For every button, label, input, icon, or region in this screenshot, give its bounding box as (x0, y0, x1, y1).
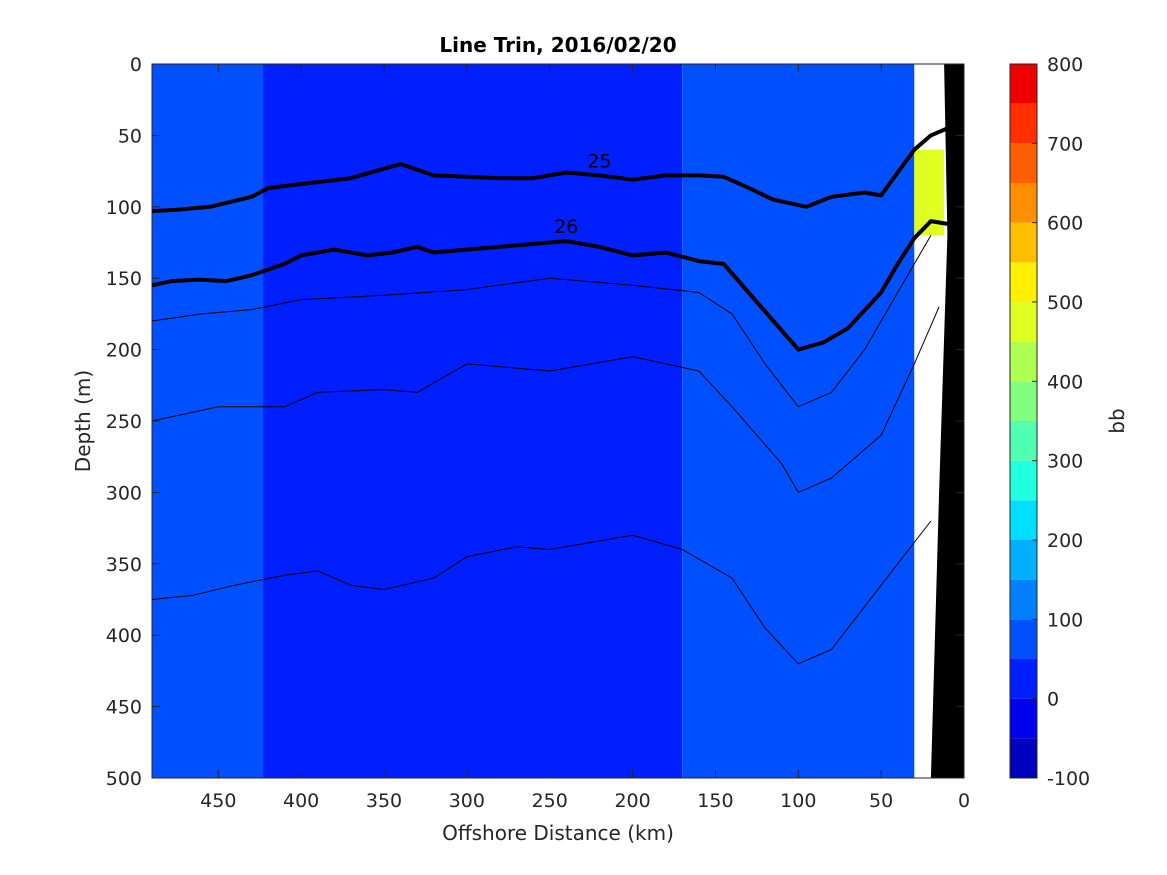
colorbar-tick-label: 600 (1047, 213, 1083, 235)
y-tick-label: 100 (106, 197, 142, 219)
contour-line-thin-4 (152, 520, 932, 665)
contour-line-25 (152, 126, 949, 214)
y-tick-label: 150 (106, 268, 142, 290)
x-tick-label: 250 (532, 790, 568, 812)
y-tick-label: 0 (130, 54, 142, 76)
x-tick-label: 0 (958, 790, 970, 812)
field-region-central-low (263, 64, 683, 778)
colorbar-swatch (1010, 64, 1037, 104)
colorbar-swatch (1010, 460, 1037, 501)
contour-line-thin-2 (152, 235, 932, 408)
plot-area: 25 26 (152, 64, 964, 778)
colorbar-label: bb (1105, 408, 1129, 433)
colorbar-swatch (1010, 103, 1037, 144)
x-tick-label: 450 (200, 790, 236, 812)
colorbar-swatch (1010, 341, 1037, 382)
y-tick-label: 500 (106, 768, 142, 790)
contour-label-26: 26 (554, 216, 578, 238)
x-tick-label: 350 (366, 790, 402, 812)
colorbar-tick-label: 300 (1047, 451, 1083, 473)
colorbar-ticks: -100 0 100 200 300 400 500 600 700 800 (1032, 54, 1090, 790)
colorbar-swatch (1010, 619, 1037, 659)
colorbar-swatch (1010, 183, 1037, 223)
density-contours: 25 26 (152, 126, 949, 665)
x-axis-label: Offshore Distance (km) (442, 821, 674, 845)
x-axis: 450 400 350 300 250 200 150 100 50 0 (200, 64, 970, 812)
chart-title: Line Trin, 2016/02/20 (439, 33, 676, 57)
contour-label-25: 25 (587, 150, 611, 172)
x-tick-label: 50 (869, 790, 893, 812)
x-tick-label: 300 (449, 790, 485, 812)
colorbar (1009, 63, 1038, 779)
x-tick-label: 150 (697, 790, 733, 812)
colorbar-swatch (1010, 143, 1037, 183)
colorbar-tick-label: -100 (1047, 768, 1090, 790)
colorbar-tick-label: 800 (1047, 54, 1083, 76)
colorbar-swatch (1010, 698, 1037, 739)
y-tick-label: 200 (106, 340, 142, 362)
colorbar-swatch (1010, 262, 1037, 302)
colorbar-swatch (1010, 381, 1037, 421)
colorbar-tick-label: 700 (1047, 133, 1083, 155)
y-tick-label: 250 (106, 411, 142, 433)
colorbar-swatch (1010, 738, 1037, 778)
colorbar-swatch (1010, 540, 1037, 580)
colorbar-swatch (1010, 579, 1037, 620)
field-region-nearshore-band (682, 64, 915, 778)
colorbar-tick-label: 0 (1047, 689, 1059, 711)
colorbar-swatch (1010, 421, 1037, 461)
colorbar-swatch (1010, 659, 1037, 699)
colorbar-swatch (1010, 222, 1037, 263)
colorbar-tick-label: 500 (1047, 292, 1083, 314)
y-axis-label: Depth (m) (71, 370, 95, 472)
y-axis: 0 50 100 150 200 250 300 350 400 450 500 (106, 54, 964, 790)
y-tick-label: 300 (106, 482, 142, 504)
bathymetry-land (930, 64, 964, 778)
x-tick-label: 100 (780, 790, 816, 812)
colorbar-frame (1009, 63, 1038, 779)
x-tick-label: 400 (283, 790, 319, 812)
colorbar-tick-label: 100 (1047, 609, 1083, 631)
field-region-offshore-band (152, 64, 264, 778)
land-mask (930, 64, 964, 778)
colorbar-tick-label: 400 (1047, 371, 1083, 393)
y-tick-label: 450 (106, 697, 142, 719)
x-tick-label: 200 (614, 790, 650, 812)
y-tick-label: 50 (118, 125, 142, 147)
colorbar-swatch (1010, 500, 1037, 540)
colorbar-tick-label: 200 (1047, 530, 1083, 552)
contour-line-thin-3 (152, 306, 940, 493)
y-tick-label: 350 (106, 554, 142, 576)
colorbar-swatch (1010, 302, 1037, 342)
field-layer (152, 64, 945, 778)
y-tick-label: 400 (106, 625, 142, 647)
contour-line-26 (152, 219, 948, 352)
